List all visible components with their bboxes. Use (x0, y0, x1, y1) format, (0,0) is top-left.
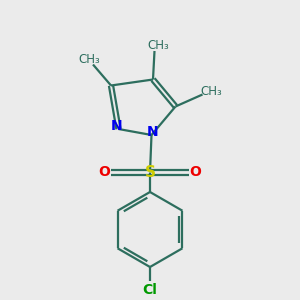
Text: S: S (145, 165, 155, 180)
Text: CH₃: CH₃ (200, 85, 222, 98)
Text: Cl: Cl (142, 283, 158, 296)
Text: CH₃: CH₃ (79, 52, 100, 66)
Text: CH₃: CH₃ (147, 39, 169, 52)
Text: N: N (147, 125, 159, 139)
Text: O: O (98, 166, 110, 179)
Text: N: N (111, 119, 123, 133)
Text: O: O (190, 166, 202, 179)
